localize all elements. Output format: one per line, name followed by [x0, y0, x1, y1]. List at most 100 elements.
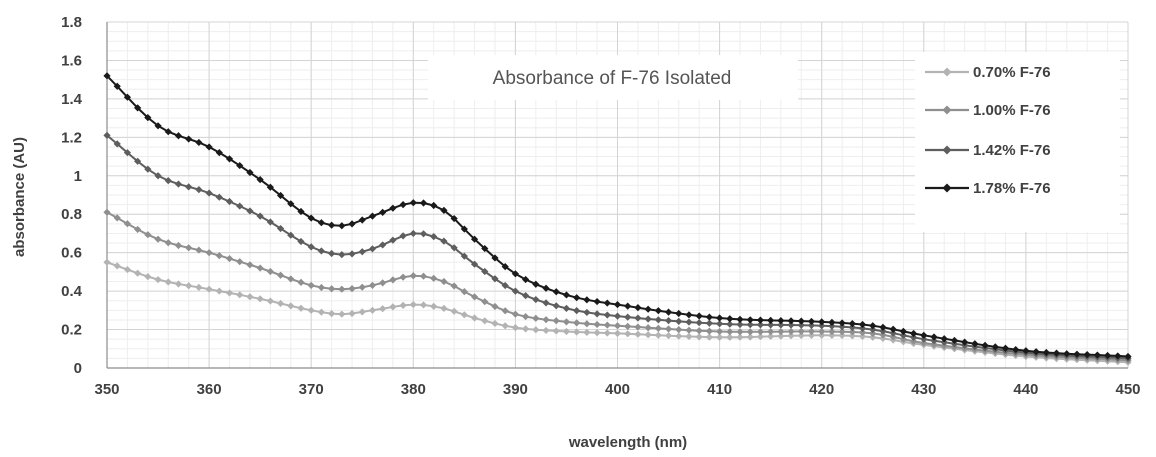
data-point: [869, 322, 877, 330]
data-point: [236, 202, 244, 210]
data-point: [358, 216, 366, 224]
data-point: [899, 331, 907, 339]
data-point: [705, 319, 713, 327]
legend: 0.70% F-76 1.00% F-76 1.42% F-76 1.78% F-76: [925, 64, 1051, 197]
data-point: [123, 149, 132, 157]
data-point: [889, 333, 897, 341]
data-point: [818, 318, 826, 326]
data-point: [379, 241, 387, 249]
data-point: [511, 287, 519, 295]
data-point: [685, 318, 693, 326]
data-point: [542, 316, 550, 324]
data-point: [879, 331, 887, 339]
data-point: [225, 197, 234, 206]
data-point: [450, 244, 458, 252]
data-point: [848, 332, 856, 340]
data-point: [276, 299, 285, 308]
x-tick-label: 430: [911, 381, 936, 398]
data-point: [368, 245, 377, 253]
data-point: [583, 308, 591, 317]
data-point: [256, 212, 264, 220]
data-point: [593, 297, 601, 306]
data-point: [246, 293, 254, 301]
data-point: [154, 172, 162, 180]
data-point: [164, 239, 172, 247]
data-point: [256, 295, 264, 303]
data-point: [695, 312, 703, 320]
plot-series: [103, 72, 1132, 366]
data-point: [624, 322, 632, 330]
data-point: [470, 235, 479, 243]
data-point: [1042, 348, 1050, 357]
x-tick-label: 350: [94, 381, 119, 398]
data-point: [828, 318, 836, 326]
data-point: [195, 138, 203, 147]
data-point: [266, 183, 274, 191]
data-point: [675, 332, 683, 340]
y-tick-label: 0.6: [61, 245, 82, 262]
data-point: [297, 304, 305, 312]
data-point: [522, 275, 530, 284]
data-point: [746, 328, 754, 336]
data-point: [389, 236, 397, 244]
data-point: [450, 282, 458, 290]
data-point: [379, 208, 387, 216]
data-point: [174, 180, 183, 188]
y-tick-label: 1.6: [61, 52, 82, 69]
data-point: [624, 302, 632, 310]
data-point: [603, 311, 611, 319]
data-point: [930, 340, 938, 348]
y-tick-label: 1: [74, 168, 82, 185]
data-point: [491, 319, 499, 328]
data-point: [664, 317, 673, 325]
data-point: [266, 297, 274, 305]
data-point: [185, 135, 193, 143]
data-point: [838, 319, 846, 327]
data-point: [409, 300, 417, 309]
legend-label: 0.70% F-76: [973, 64, 1051, 81]
data-point: [573, 319, 581, 327]
data-point: [123, 265, 132, 274]
data-point: [573, 294, 581, 302]
data-point: [174, 280, 183, 288]
data-point: [123, 220, 132, 228]
data-point: [358, 283, 366, 291]
data-point: [899, 335, 907, 343]
y-tick-label: 1.4: [61, 91, 83, 108]
data-point: [818, 327, 826, 336]
data-point: [522, 312, 530, 321]
data-point: [562, 304, 571, 313]
data-point: [807, 321, 816, 329]
data-point: [389, 276, 397, 284]
data-point: [276, 271, 285, 279]
data-point: [368, 306, 377, 314]
data-point: [328, 285, 336, 293]
data-point: [164, 177, 172, 185]
data-point: [450, 214, 458, 223]
data-point: [828, 322, 836, 330]
data-point: [287, 275, 295, 283]
data-point: [460, 225, 468, 233]
x-tick-label: 410: [707, 381, 732, 398]
legend-marker: [942, 145, 952, 155]
data-point: [430, 201, 438, 210]
legend-label: 1.00% F-76: [973, 102, 1051, 119]
data-point: [134, 104, 142, 112]
data-point: [297, 278, 305, 286]
data-point: [716, 320, 724, 328]
data-point: [215, 287, 223, 295]
data-point: [297, 207, 305, 216]
data-point: [950, 336, 959, 345]
data-point: [307, 281, 315, 289]
data-point: [807, 327, 816, 335]
data-point: [164, 128, 172, 136]
data-point: [338, 310, 346, 318]
y-axis-label: absorbance (AU): [11, 137, 28, 257]
legend-item: 1.78% F-76: [925, 180, 1051, 197]
data-point: [1032, 348, 1040, 356]
data-point: [491, 275, 499, 283]
x-tick-label: 400: [605, 381, 630, 398]
data-point: [1093, 351, 1101, 359]
data-point: [399, 201, 407, 209]
